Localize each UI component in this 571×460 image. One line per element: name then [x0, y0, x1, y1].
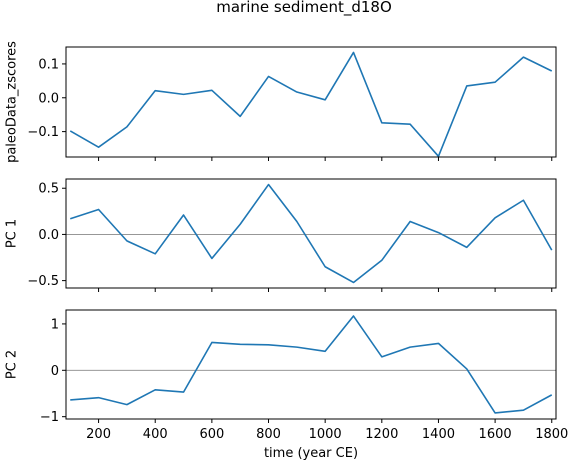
x-tick-label: 600	[199, 427, 224, 442]
axes-frame	[65, 178, 557, 289]
x-tick-label: 1200	[365, 427, 398, 442]
y-tick-label: 0	[51, 364, 59, 379]
x-tick-label: 200	[86, 427, 111, 442]
y-tick-label: 0.0	[38, 91, 59, 106]
series-line	[70, 315, 553, 414]
chart-title: marine sediment_d18O	[216, 0, 392, 17]
axes-frame	[65, 46, 557, 158]
series-line	[70, 183, 553, 284]
y-tick-label: −1	[40, 410, 59, 425]
panel-1: −0.1 0.0 0.1 paleoData_zscores	[5, 41, 557, 163]
chart-panels: −0.1 0.0 0.1 paleoData_zscores −0.5 0.0 0.5 PC …	[5, 41, 569, 442]
y-tick-label: 0.1	[38, 57, 59, 72]
y-tick-label: 1	[51, 317, 59, 332]
x-axis-label: time (year CE)	[264, 446, 358, 460]
y-tick-label: −0.5	[27, 274, 59, 289]
x-tick-label: 1800	[535, 427, 568, 442]
y-axis-label: PC 1	[5, 219, 20, 248]
y-tick-label: 0.0	[38, 228, 59, 243]
panel-2: −0.5 0.0 0.5 PC 1	[5, 178, 557, 292]
y-tick-label: −0.1	[27, 125, 59, 140]
x-tick-label: 1000	[309, 427, 342, 442]
y-axis-label: paleoData_zscores	[5, 41, 20, 163]
series-line	[69, 51, 553, 158]
x-tick-label: 400	[143, 427, 168, 442]
x-tick-label: 1600	[479, 427, 512, 442]
axes-frame	[65, 309, 557, 420]
y-axis-label: PC 2	[5, 350, 20, 379]
x-tick-label: 800	[256, 427, 281, 442]
x-tick-label: 1400	[422, 427, 455, 442]
y-tick-label: 0.5	[38, 182, 59, 197]
